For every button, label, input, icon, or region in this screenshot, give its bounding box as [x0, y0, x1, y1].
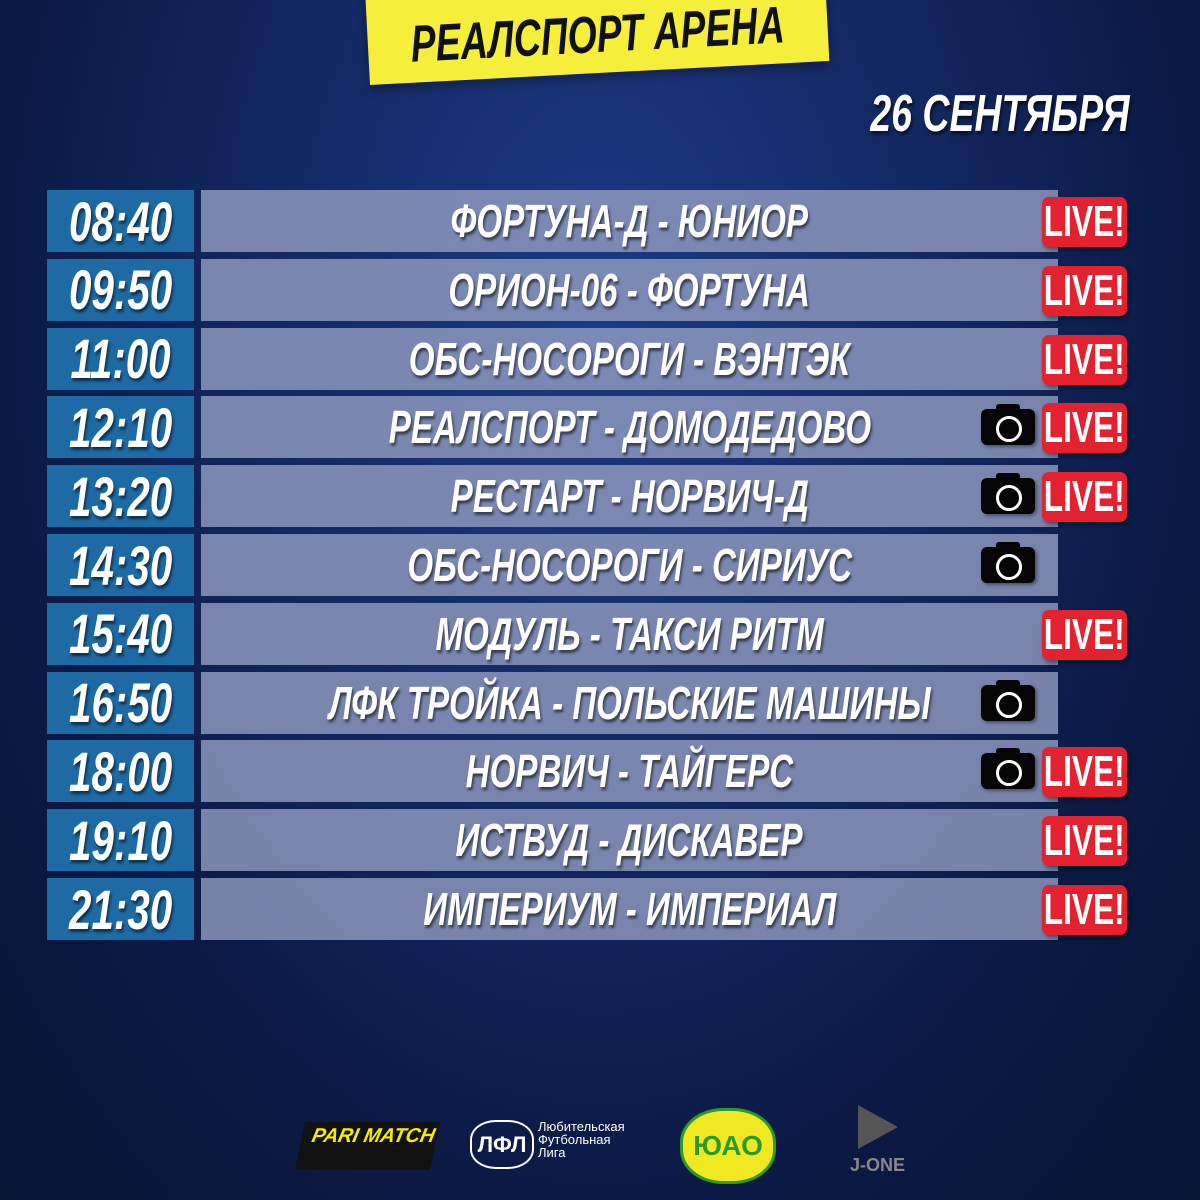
live-badge: LIVE! — [1042, 197, 1127, 247]
match-teams: ОБС-НОСОРОГИ - СИРИУС — [201, 534, 1058, 596]
title: РЕАЛСПОРТ АРЕНА — [409, 0, 786, 74]
match-teams: ФОРТУНА-Д - ЮНИОР — [201, 190, 1058, 252]
afl-logo-text: Любительская Футбольная Лига — [538, 1119, 625, 1160]
date: 26 СЕНТЯБРЯ — [870, 85, 1130, 143]
match-time: 19:10 — [47, 809, 194, 872]
parimatch-logo: PARI MATCH — [294, 1122, 441, 1170]
sponsors: PARI MATCH ЛФЛ Любительская Футбольная Л… — [0, 1100, 1200, 1190]
camera-icon — [981, 679, 1035, 721]
match-row: 15:40 МОДУЛЬ - ТАКСИ РИТМ LIVE! — [47, 602, 1132, 665]
match-time: 16:50 — [47, 671, 194, 734]
jone-logo: J-ONE — [835, 1105, 920, 1180]
yuao-logo: ЮАО — [680, 1108, 776, 1184]
live-badge: LIVE! — [1042, 334, 1127, 385]
live-badge: LIVE! — [1042, 609, 1127, 660]
match-time: 13:20 — [47, 465, 194, 528]
match-teams: НОРВИЧ - ТАЙГЕРС — [201, 740, 1058, 803]
live-badge: LIVE! — [1042, 403, 1127, 454]
match-teams: ОРИОН-06 - ФОРТУНА — [201, 258, 1058, 321]
match-time: 11:00 — [47, 327, 194, 390]
match-time: 18:00 — [47, 740, 194, 803]
match-time: 09:50 — [47, 258, 194, 321]
afl-logo: ЛФЛ — [470, 1120, 534, 1169]
match-row: 14:30 ОБС-НОСОРОГИ - СИРИУС — [47, 534, 1132, 597]
match-teams: ОБС-НОСОРОГИ - ВЭНТЭК — [201, 327, 1058, 390]
camera-icon — [981, 748, 1035, 790]
match-row: 09:50 ОРИОН-06 - ФОРТУНА LIVE! — [47, 258, 1132, 321]
match-row: 08:40 ФОРТУНА-Д - ЮНИОР LIVE! — [47, 190, 1132, 253]
match-teams: МОДУЛЬ - ТАКСИ РИТМ — [201, 602, 1058, 665]
match-time: 15:40 — [47, 602, 194, 665]
match-teams: ИМПЕРИУМ - ИМПЕРИАЛ — [201, 878, 1058, 940]
match-time: 12:10 — [47, 396, 194, 459]
camera-icon — [981, 404, 1035, 446]
match-row: 18:00 НОРВИЧ - ТАЙГЕРС LIVE! — [47, 740, 1132, 803]
match-row: 11:00 ОБС-НОСОРОГИ - ВЭНТЭК LIVE! — [47, 327, 1132, 390]
match-teams: РЕАЛСПОРТ - ДОМОДЕДОВО — [201, 396, 1058, 459]
live-badge: LIVE! — [1042, 885, 1127, 935]
live-badge: LIVE! — [1042, 472, 1127, 523]
match-time: 14:30 — [47, 534, 194, 597]
match-row: 16:50 ЛФК ТРОЙКА - ПОЛЬСКИЕ МАШИНЫ — [47, 671, 1132, 734]
live-badge: LIVE! — [1042, 265, 1127, 316]
live-badge: LIVE! — [1042, 816, 1127, 867]
match-row: 19:10 ИСТВУД - ДИСКАВЕР LIVE! — [47, 809, 1132, 872]
camera-icon — [981, 473, 1035, 515]
match-time: 08:40 — [47, 190, 194, 253]
camera-icon — [981, 542, 1035, 583]
match-teams: ЛФК ТРОЙКА - ПОЛЬСКИЕ МАШИНЫ — [201, 671, 1058, 734]
match-time: 21:30 — [47, 878, 194, 941]
match-teams: РЕСТАРТ - НОРВИЧ-Д — [201, 465, 1058, 528]
live-badge: LIVE! — [1042, 747, 1127, 798]
match-row: 12:10 РЕАЛСПОРТ - ДОМОДЕДОВО LIVE! — [47, 396, 1132, 459]
match-row: 13:20 РЕСТАРТ - НОРВИЧ-Д LIVE! — [47, 465, 1132, 528]
title-banner: РЕАЛСПОРТ АРЕНА — [364, 0, 830, 85]
match-teams: ИСТВУД - ДИСКАВЕР — [201, 809, 1058, 872]
play-icon — [857, 1105, 898, 1149]
match-row: 21:30 ИМПЕРИУМ - ИМПЕРИАЛ LIVE! — [47, 878, 1132, 941]
